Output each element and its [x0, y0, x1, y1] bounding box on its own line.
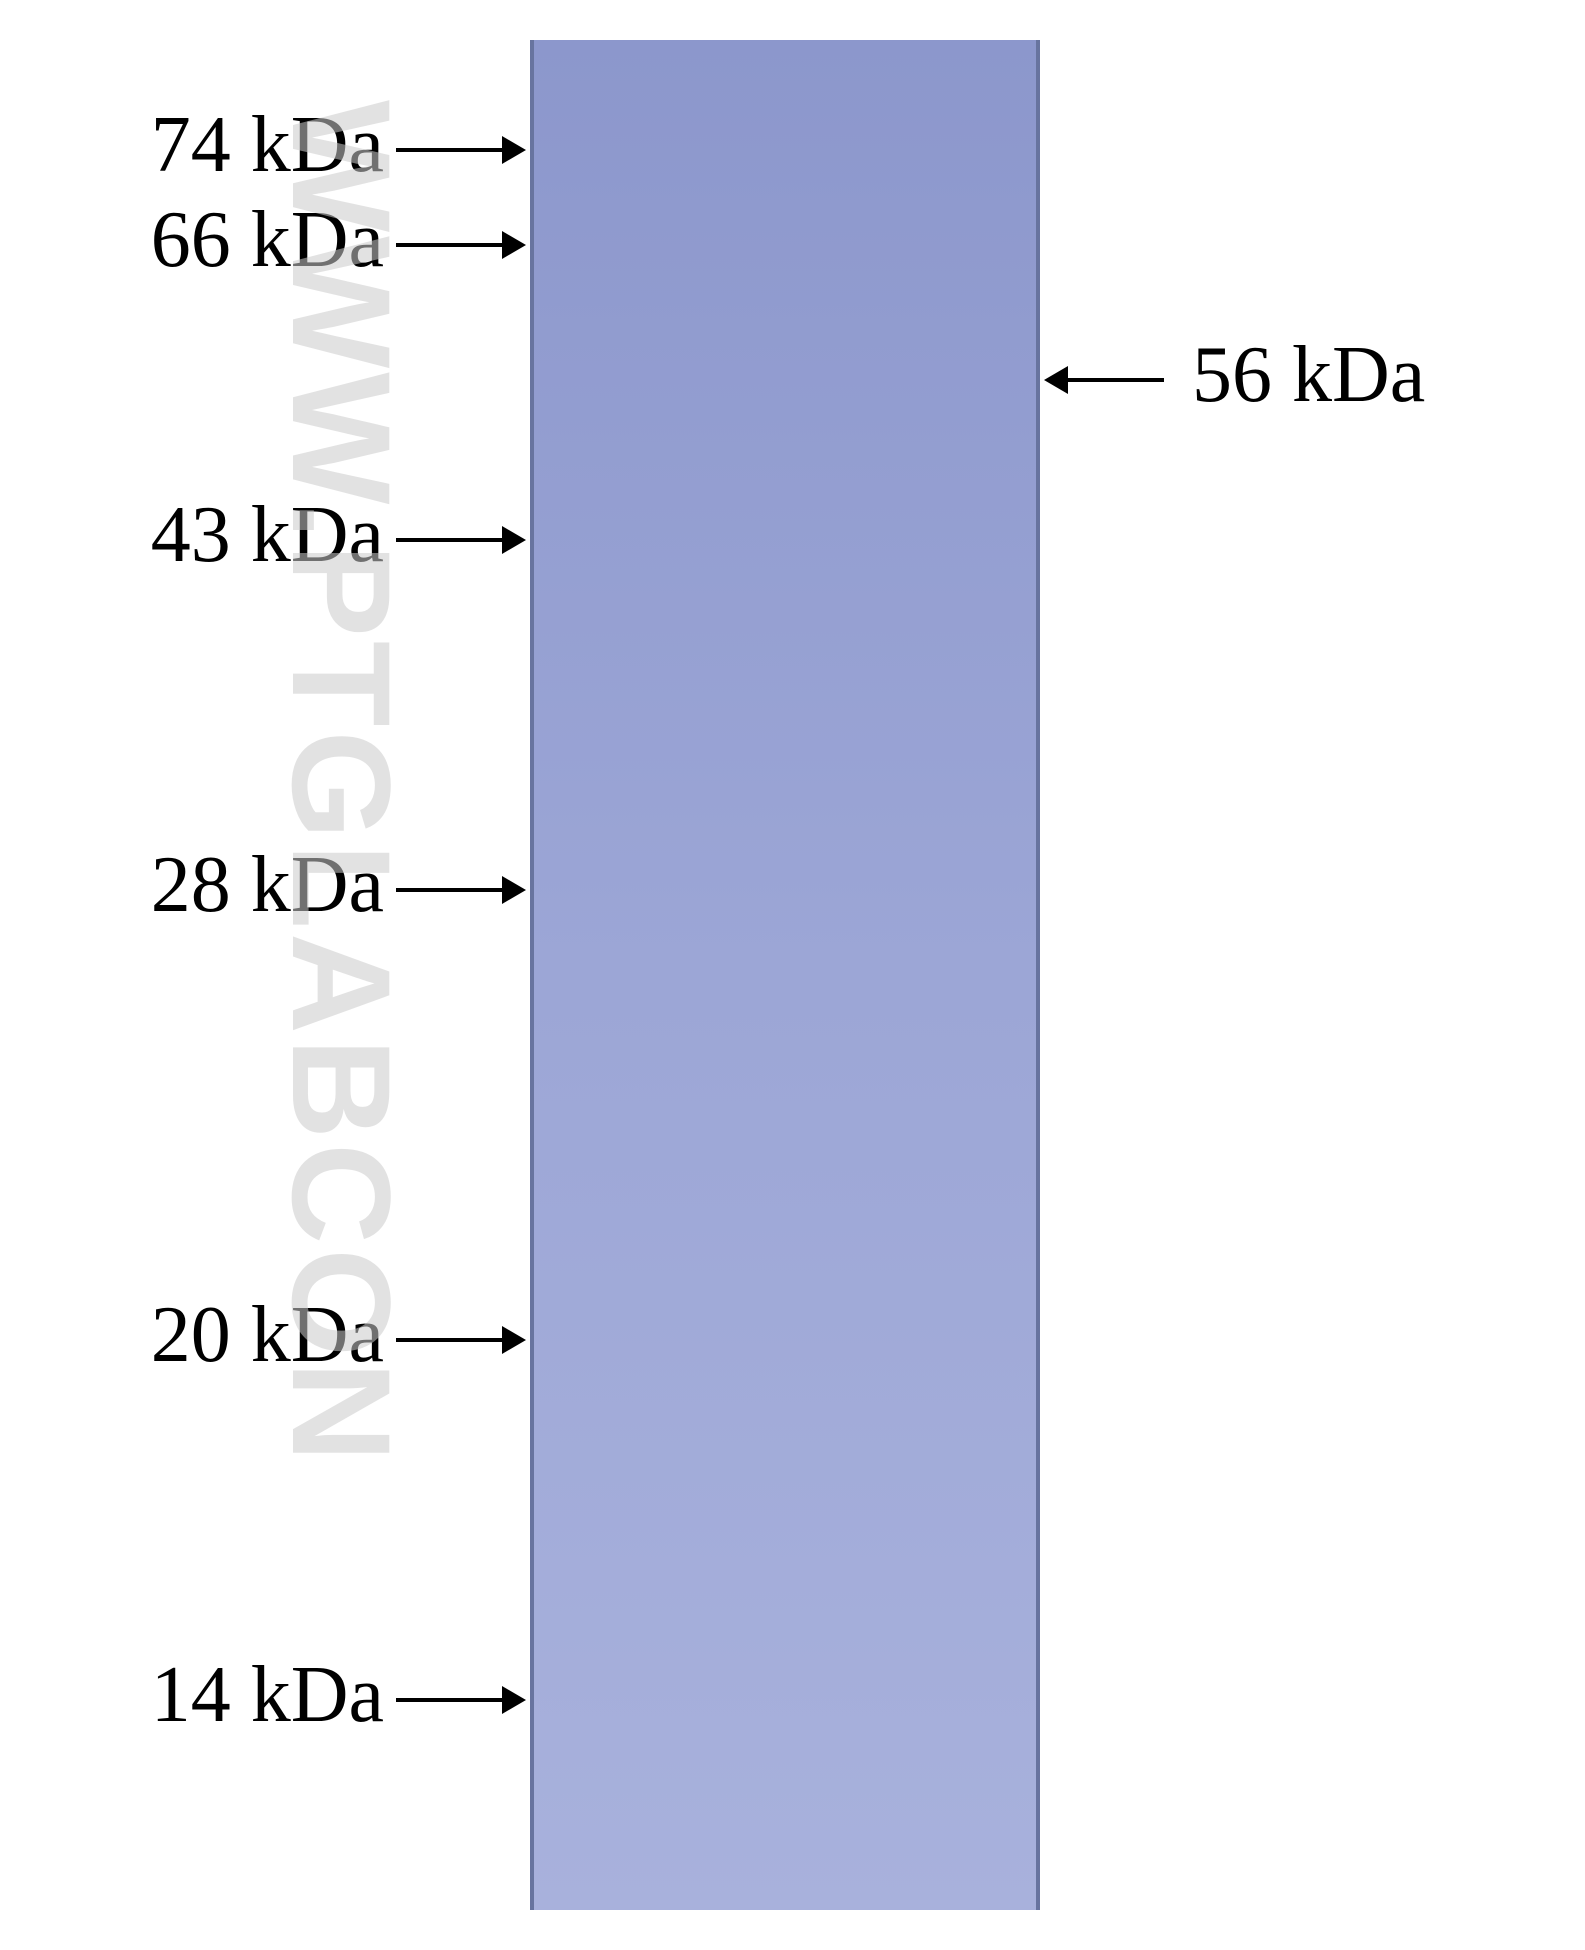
- gel-image-figure: WWW.PTGLABCON 74 kDa66 kDa 43 kDa 28 kDa 20…: [0, 0, 1585, 1950]
- watermark-text: WWW.PTGLABCON: [260, 100, 422, 1820]
- marker-label: 74 kDa: [151, 100, 384, 191]
- marker-label: 20 kDa: [151, 1290, 384, 1381]
- marker-label: 14 kDa: [151, 1650, 384, 1741]
- marker-arrow-icon: [396, 243, 506, 247]
- marker-arrow-icon: [396, 538, 506, 542]
- marker-label: 66 kDa: [151, 195, 384, 286]
- marker-label: 43 kDa: [151, 490, 384, 581]
- marker-arrow-icon: [396, 148, 506, 152]
- marker-label: 28 kDa: [151, 840, 384, 931]
- marker-arrow-icon: [396, 1338, 506, 1342]
- lane-edge-right: [1036, 40, 1040, 1910]
- marker-arrow-icon: [396, 1698, 506, 1702]
- lane-edge-left: [530, 40, 534, 1910]
- gel-lane: [530, 40, 1040, 1910]
- marker-arrow-icon: [396, 888, 506, 892]
- target-label: 56 kDa: [1192, 330, 1425, 421]
- target-arrow-icon: [1064, 378, 1164, 382]
